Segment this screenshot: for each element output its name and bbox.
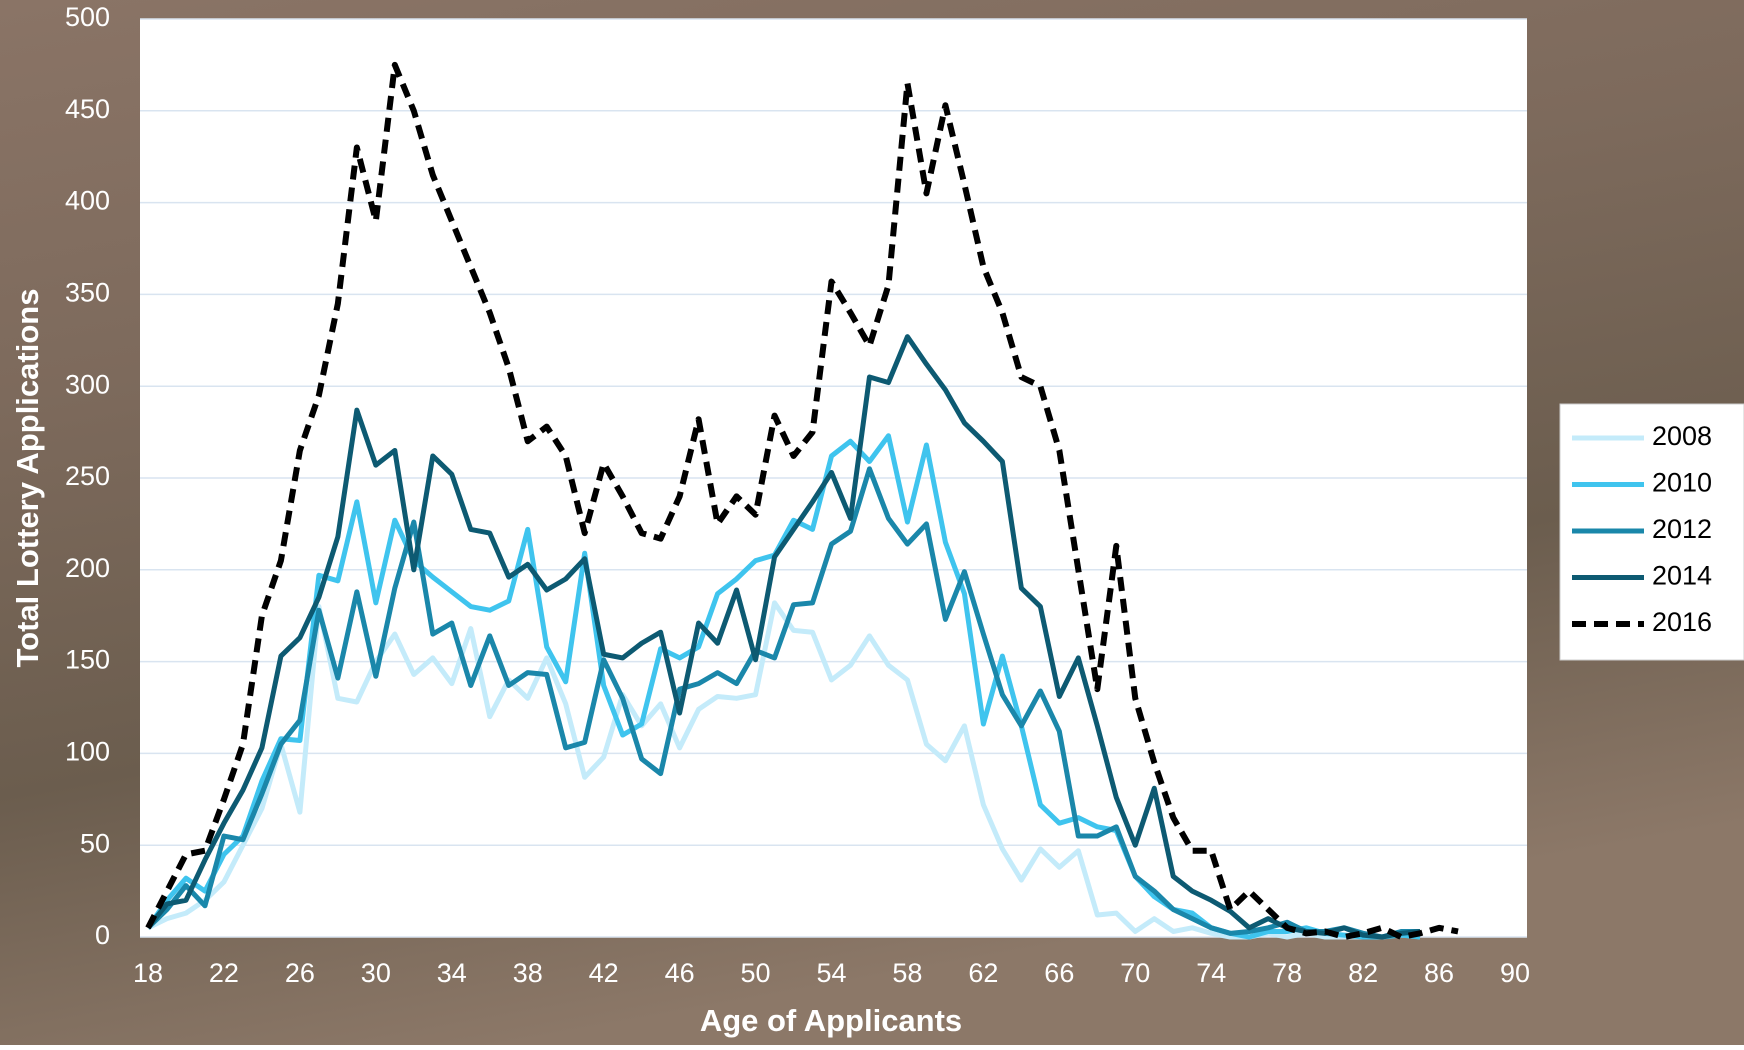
y-axis-title: Total Lottery Applications [10, 289, 45, 668]
y-tick-label: 0 [95, 920, 110, 950]
x-tick-label: 22 [209, 958, 239, 988]
legend-label: 2008 [1652, 421, 1712, 451]
y-tick-label: 400 [65, 186, 110, 216]
series-line [145, 61, 1459, 940]
x-tick-label: 86 [1424, 958, 1454, 988]
y-tick-label: 300 [65, 369, 110, 399]
y-tick-label: 250 [65, 461, 110, 491]
x-tick-label: 42 [589, 958, 619, 988]
y-tick-label: 200 [65, 553, 110, 583]
legend-label: 2010 [1652, 468, 1712, 498]
y-tick-label: 350 [65, 278, 110, 308]
series-line [146, 334, 1421, 940]
y-tick-label: 450 [65, 94, 110, 124]
x-tick-label: 58 [892, 958, 922, 988]
legend-label: 2014 [1652, 561, 1712, 591]
x-tick-label: 54 [816, 958, 846, 988]
x-tick-label: 50 [741, 958, 771, 988]
x-tick-label: 26 [285, 958, 315, 988]
x-axis-title: Age of Applicants [700, 1003, 962, 1038]
legend-label: 2016 [1652, 607, 1712, 637]
x-tick-label: 66 [1044, 958, 1074, 988]
y-tick-label: 50 [80, 828, 110, 858]
x-tick-label: 18 [133, 958, 163, 988]
x-tick-label: 90 [1500, 958, 1530, 988]
x-tick-label: 74 [1196, 958, 1226, 988]
series-line [146, 466, 1421, 940]
series-line [146, 600, 1421, 940]
x-tick-label: 78 [1272, 958, 1302, 988]
y-tick-label: 150 [65, 645, 110, 675]
y-tick-label: 500 [65, 2, 110, 32]
x-tick-label: 46 [665, 958, 695, 988]
x-tick-label: 38 [513, 958, 543, 988]
y-tick-label: 100 [65, 737, 110, 767]
x-tick-label: 70 [1120, 958, 1150, 988]
legend-label: 2012 [1652, 514, 1712, 544]
x-tick-label: 62 [968, 958, 998, 988]
x-tick-label: 30 [361, 958, 391, 988]
x-tick-label: 34 [437, 958, 467, 988]
x-tick-label: 82 [1348, 958, 1378, 988]
